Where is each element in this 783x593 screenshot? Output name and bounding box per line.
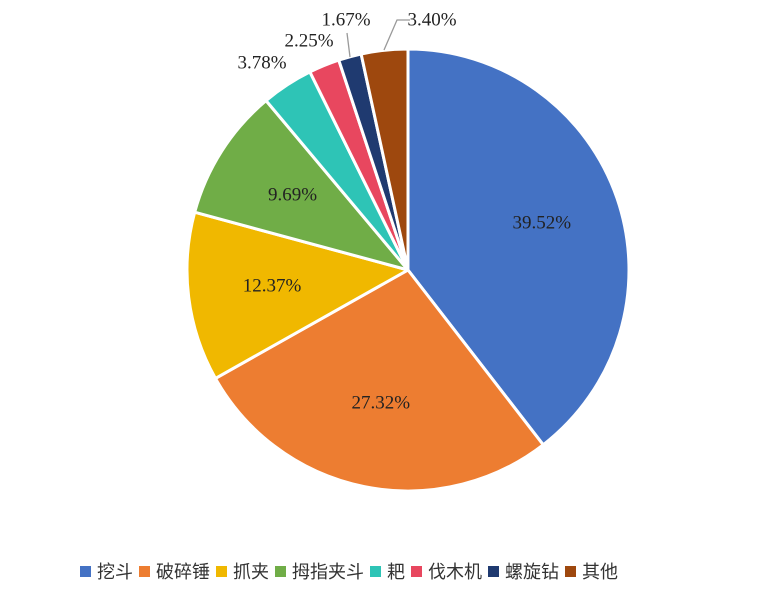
legend-label: 伐木机 bbox=[428, 562, 482, 583]
legend-label: 其他 bbox=[582, 562, 618, 583]
data-label-6: 2.25% bbox=[284, 30, 333, 51]
legend-label: 抓夹 bbox=[233, 562, 269, 583]
pie-slice-4 bbox=[193, 99, 410, 272]
legend-label: 挖斗 bbox=[97, 562, 133, 583]
legend-swatch bbox=[411, 565, 422, 577]
legend-swatch bbox=[80, 565, 91, 577]
leader-line-8 bbox=[383, 19, 410, 51]
pie-slice-3 bbox=[185, 210, 410, 380]
legend-swatch bbox=[275, 565, 286, 577]
legend-item-6: 伐木机 bbox=[411, 558, 482, 584]
legend-item-8: 其他 bbox=[565, 558, 618, 584]
legend-swatch bbox=[565, 565, 576, 577]
data-label-3: 12.37% bbox=[243, 275, 302, 296]
data-label-1: 39.52% bbox=[513, 213, 572, 234]
data-label-8: 3.40% bbox=[407, 9, 456, 30]
legend-item-1: 挖斗 bbox=[80, 558, 133, 584]
data-label-5: 3.78% bbox=[237, 52, 286, 73]
legend-item-7: 螺旋钻 bbox=[488, 558, 559, 584]
pie-slice-1 bbox=[406, 47, 631, 447]
legend-item-5: 耙 bbox=[370, 558, 405, 584]
data-label-4: 9.69% bbox=[268, 185, 317, 206]
legend-swatch bbox=[488, 565, 499, 577]
legend-item-2: 破碎锤 bbox=[139, 558, 210, 584]
legend-label: 螺旋钻 bbox=[505, 562, 559, 583]
leader-line-7 bbox=[346, 32, 351, 58]
legend-item-4: 拇指夹斗 bbox=[275, 558, 364, 584]
legend-item-3: 抓夹 bbox=[216, 558, 269, 584]
legend-label: 破碎锤 bbox=[156, 562, 210, 583]
pie-slice-2 bbox=[213, 268, 545, 493]
data-label-7: 1.67% bbox=[321, 9, 370, 30]
legend: 挖斗 破碎锤 抓夹 拇指夹斗 耙 伐木机 螺旋钻 其他 bbox=[80, 558, 624, 584]
pie-slice-8 bbox=[359, 47, 410, 272]
legend-swatch bbox=[370, 565, 381, 577]
legend-swatch bbox=[139, 565, 150, 577]
legend-label: 拇指夹斗 bbox=[292, 562, 364, 583]
legend-swatch bbox=[216, 565, 227, 577]
data-label-2: 27.32% bbox=[352, 393, 411, 414]
legend-label: 耙 bbox=[387, 562, 405, 583]
